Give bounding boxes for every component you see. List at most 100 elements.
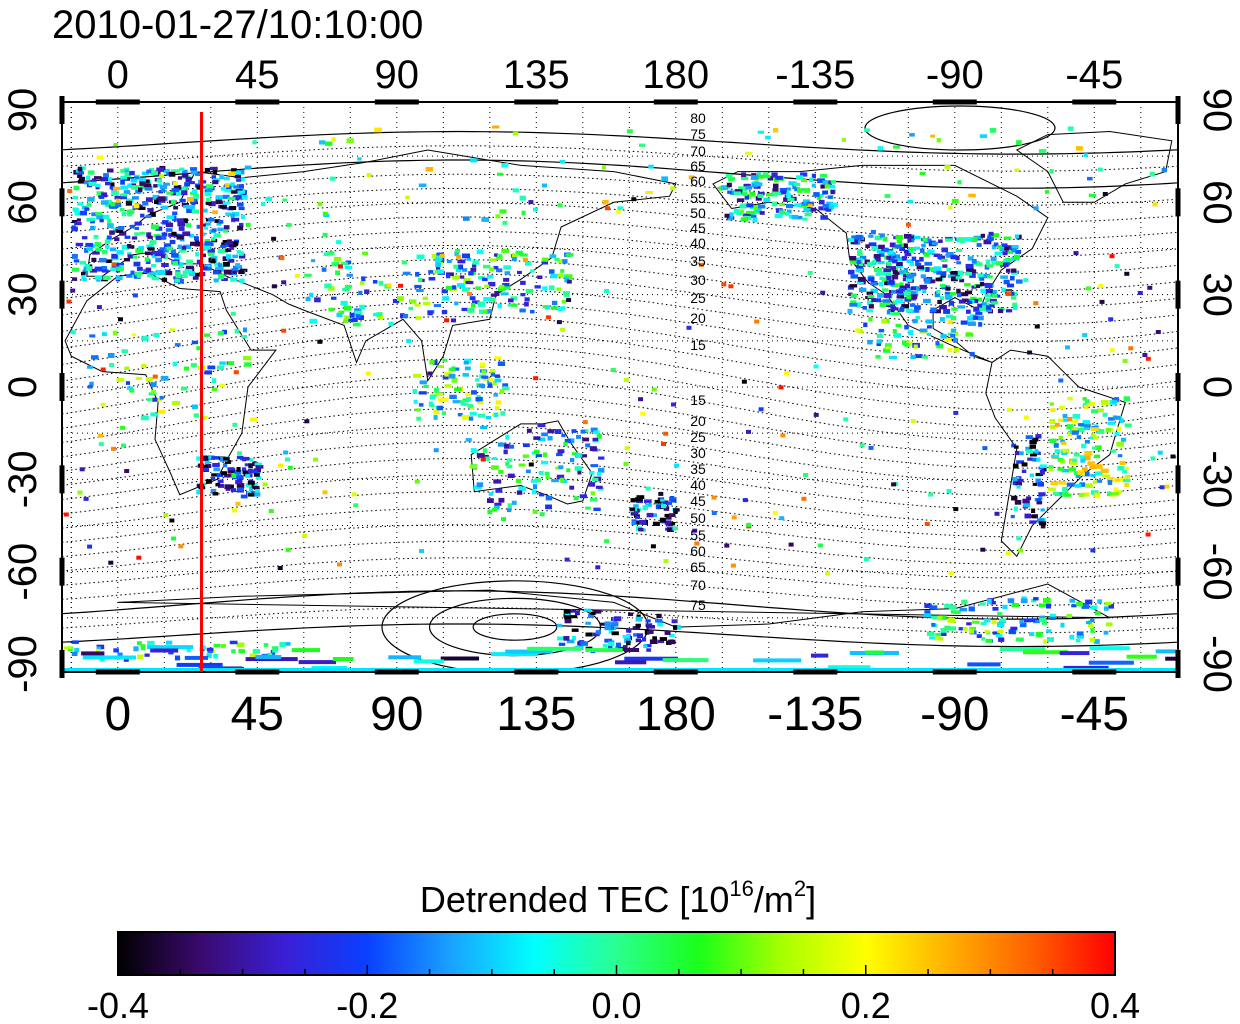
tec-point: [673, 508, 680, 512]
tec-point: [177, 244, 183, 249]
tec-point: [66, 299, 72, 304]
tec-point: [1047, 637, 1054, 642]
tec-point: [892, 329, 897, 334]
tec-point: [1029, 439, 1037, 445]
tec-point: [801, 179, 808, 183]
tec-point: [233, 195, 242, 200]
tec-point: [234, 174, 241, 179]
tec-point: [998, 637, 1005, 642]
tec-point: [358, 315, 364, 320]
tec-point: [156, 178, 163, 183]
tec-point: [346, 273, 353, 277]
tec-point: [480, 425, 487, 429]
tec-point: [916, 265, 925, 270]
tec-point: [882, 236, 888, 242]
tec-point: [1090, 548, 1096, 553]
tec-point: [919, 328, 928, 333]
tec-point: [147, 247, 155, 251]
tec-point: [947, 348, 953, 353]
tec-point: [979, 602, 986, 606]
tec-point: [467, 291, 472, 296]
contour-label: 30: [690, 272, 706, 288]
tec-point: [982, 446, 988, 451]
tec-point: [950, 328, 957, 333]
tec-point: [501, 163, 509, 168]
tec-point: [1048, 465, 1054, 469]
tec-point: [651, 387, 657, 392]
tec-point: [885, 346, 892, 350]
tec-point: [754, 319, 760, 324]
tec-point: [994, 251, 1002, 256]
tec-point: [557, 636, 565, 641]
tec-point: [81, 275, 86, 280]
tec-point: [940, 631, 947, 636]
tec-point: [1003, 236, 1012, 240]
tec-point: [1003, 259, 1009, 263]
tec-point: [921, 243, 926, 248]
tec-point: [595, 630, 601, 635]
tec-point: [172, 361, 177, 367]
tec-point: [1057, 467, 1065, 471]
tec-point: [286, 222, 292, 227]
tec-point: [179, 167, 185, 171]
tec-point: [177, 221, 185, 227]
tec-point: [362, 251, 369, 256]
tec-point: [1013, 506, 1018, 512]
tec-point: [495, 400, 502, 405]
tec-point: [111, 446, 117, 451]
tec-point: [739, 203, 747, 209]
tec-point: [525, 469, 531, 474]
tec-point: [462, 373, 469, 377]
tec-point: [1100, 399, 1109, 405]
tec-point: [230, 241, 238, 246]
tec-point: [898, 295, 905, 299]
tec-point: [557, 449, 565, 454]
tec-point: [941, 247, 948, 253]
tec-point: [247, 468, 253, 474]
tec-point: [1080, 458, 1086, 463]
tec-point: [453, 387, 462, 392]
tec-point: [1062, 413, 1068, 419]
tec-point: [1012, 477, 1018, 482]
tec-point: [688, 175, 694, 180]
tec-point: [948, 571, 954, 575]
tec-point: [144, 257, 150, 262]
tec-point: [175, 191, 181, 196]
tec-point: [502, 386, 510, 391]
tec-point: [124, 366, 130, 370]
tec-point: [519, 308, 526, 313]
tec-point: [909, 261, 915, 267]
tec-point: [979, 277, 985, 281]
tec-point: [181, 173, 189, 178]
tec-point: [645, 619, 651, 623]
contour-label: 50: [690, 510, 706, 526]
tec-point: [975, 262, 983, 267]
tec-point: [924, 278, 931, 283]
tec-point: [849, 302, 858, 307]
tec-point: [222, 194, 230, 199]
tec-point: [98, 433, 103, 438]
contour-label: 25: [690, 429, 706, 445]
magnetic-contour: [62, 301, 1178, 360]
tec-point: [992, 631, 1000, 635]
tec-point: [981, 637, 986, 641]
tec-point: [863, 322, 868, 328]
tec-point: [83, 181, 92, 185]
tec-point: [1066, 482, 1075, 487]
tec-point: [564, 557, 570, 562]
tec-point: [592, 437, 598, 442]
tec-point: [982, 273, 990, 279]
tec-point: [872, 260, 879, 264]
tec-point: [545, 315, 551, 320]
tec-point: [392, 298, 400, 304]
tec-point: [988, 231, 994, 236]
tec-point: [309, 318, 317, 324]
tec-point: [480, 384, 485, 389]
tec-point: [499, 209, 507, 214]
tec-point: [71, 253, 78, 259]
tec-point: [516, 490, 523, 495]
tec-point: [182, 231, 191, 236]
tec-point: [481, 370, 487, 374]
tec-point: [948, 205, 953, 210]
tec-point: [956, 261, 961, 265]
